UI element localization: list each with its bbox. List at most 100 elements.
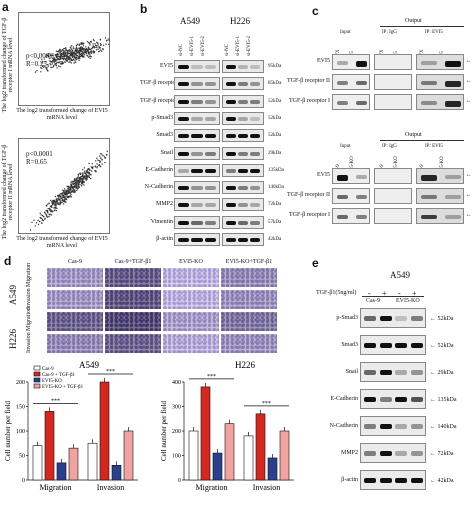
- scatter1-p-value: p<0.0001: [26, 52, 53, 60]
- scatter-point: [43, 211, 46, 213]
- scatter-point: [34, 225, 36, 227]
- micrograph-well: [162, 289, 220, 310]
- scatter-point: [83, 184, 85, 186]
- blot-band: [226, 99, 236, 104]
- scatter-point: [53, 200, 55, 202]
- scatter-point: [76, 52, 78, 54]
- scatter-point: [46, 210, 49, 212]
- scatter-point: [102, 154, 104, 157]
- blot-band: [204, 203, 216, 208]
- scatter-point: [92, 39, 95, 41]
- chart-title: A549: [79, 360, 99, 370]
- blot-band: [204, 151, 216, 156]
- co-ip-row-label: TGF-β receptor I: [288, 98, 330, 104]
- column-label: Cas-9+TGF-β1: [114, 259, 152, 265]
- blot-row-label: EVI5: [160, 63, 173, 69]
- blot-band: [204, 65, 216, 69]
- scatter-point: [82, 169, 84, 171]
- micrograph-well: [162, 333, 220, 354]
- scatter-point: [81, 50, 83, 53]
- blot-band: [191, 134, 203, 139]
- co-ip-band: [356, 101, 367, 105]
- scatter-point: [83, 176, 86, 178]
- scatter-point: [70, 181, 72, 183]
- scatter-point: [95, 41, 98, 43]
- scatter-point: [50, 60, 53, 63]
- bar: [44, 411, 55, 481]
- scatter-point: [69, 50, 71, 52]
- kda-marker: 42kDa: [268, 237, 282, 242]
- scatter-point: [49, 63, 51, 65]
- blot-band: [226, 134, 236, 139]
- scatter-point: [80, 176, 82, 178]
- scatter-point: [56, 197, 58, 200]
- scatter-point: [80, 53, 82, 55]
- blot-strip: [360, 470, 426, 490]
- scatter-point: [102, 44, 105, 46]
- chart-title: H226: [235, 360, 255, 370]
- scatter-point: [83, 167, 86, 169]
- panel-label-d: d: [4, 254, 12, 268]
- scatter-point: [51, 57, 54, 59]
- kda-marker: 135kDa: [268, 167, 284, 173]
- scatter-point: [41, 219, 44, 221]
- co-ip-strip: [374, 208, 412, 224]
- micrograph-well: [220, 289, 278, 310]
- scatter-point: [104, 37, 107, 39]
- bar: [243, 435, 254, 481]
- blot-band: [191, 238, 203, 242]
- blot-band: [250, 186, 260, 191]
- scatter-point: [79, 173, 82, 176]
- scatter-point: [42, 60, 44, 62]
- scatter-point: [59, 57, 62, 59]
- blot-band: [379, 343, 392, 348]
- scatter-point: [97, 159, 99, 161]
- scatter-point: [78, 186, 80, 188]
- scatter-point: [65, 47, 67, 49]
- scatter-point: [52, 53, 54, 55]
- scatter-point: [69, 189, 71, 191]
- scatter-point: [68, 57, 70, 59]
- blot-band: [226, 116, 236, 121]
- blot-band: [250, 82, 260, 87]
- co-ip-band: [356, 81, 367, 85]
- blot-band: [410, 397, 423, 402]
- scatter-point: [76, 189, 78, 191]
- scatter-point: [59, 51, 62, 53]
- blot-band: [379, 478, 392, 483]
- scatter-point: [72, 183, 75, 186]
- scatter-point: [84, 49, 86, 52]
- scatter-point: [67, 187, 69, 190]
- co-ip-row-label: EVI5: [317, 172, 330, 178]
- bar: [32, 445, 43, 481]
- scatter-point: [73, 178, 76, 180]
- scatter-point: [45, 67, 47, 69]
- scatter-point: [88, 175, 90, 177]
- bar: [279, 430, 290, 481]
- cell-line-label: H226: [8, 329, 18, 349]
- scatter-point: [68, 191, 70, 193]
- scatter-point: [52, 66, 55, 68]
- blot-band: [250, 203, 260, 208]
- panel-e-cell: A549: [390, 270, 410, 280]
- scatter-point: [99, 165, 101, 167]
- blot-band: [364, 343, 376, 348]
- scatter-point: [61, 56, 63, 58]
- bar: [123, 430, 134, 481]
- blot-band: [191, 151, 203, 156]
- scatter-point: [35, 222, 38, 224]
- scatter-point: [76, 44, 78, 46]
- scatter-point: [48, 215, 50, 218]
- scatter-point: [77, 51, 79, 53]
- scatter-point: [106, 150, 109, 152]
- scatter-point: [63, 51, 65, 54]
- scatter-point: [52, 204, 54, 206]
- scatter-point: [61, 57, 63, 60]
- blot-band: [250, 134, 260, 139]
- scatter-point: [34, 71, 37, 73]
- blot-band: [395, 370, 407, 375]
- scatter-point: [81, 180, 83, 183]
- scatter-point: [39, 220, 41, 223]
- bar: [56, 462, 67, 481]
- co-ip-strip: [416, 54, 464, 70]
